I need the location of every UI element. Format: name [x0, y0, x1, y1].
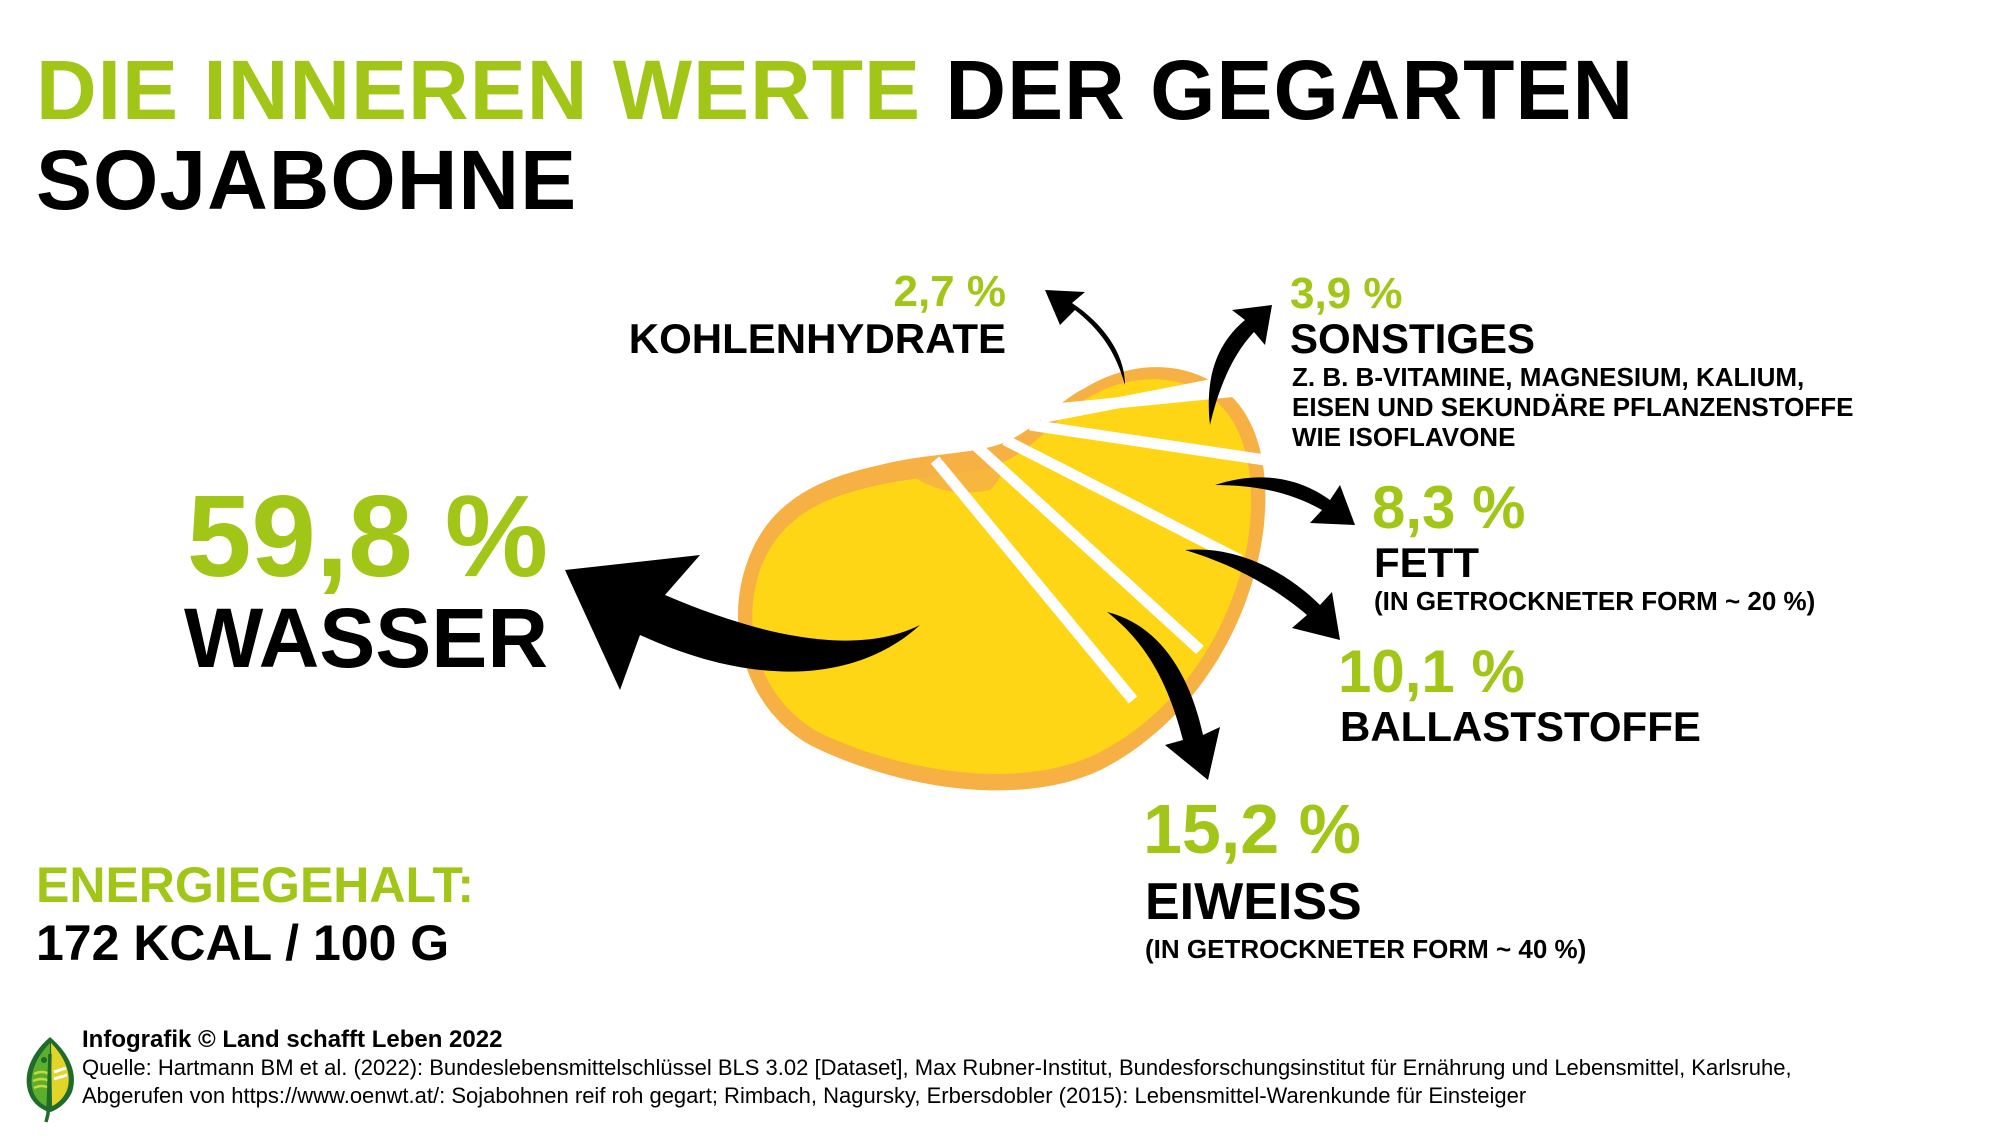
sonstiges-label: SONSTIGES [1290, 315, 1536, 362]
eiweiss-value: 15,2 % [1143, 790, 1361, 868]
title-black-part: DER GEGARTEN [945, 43, 1635, 137]
footer-credit: Infografik © Land schafft Leben 2022 [82, 1026, 503, 1053]
wasser-label: WASSER [183, 591, 548, 685]
kohlenhydrate-label: KOHLENHYDRATE [628, 315, 1006, 362]
wasser-value: 59,8 % [186, 471, 548, 601]
sonstiges-note-2: EISEN UND SEKUNDÄRE PFLANZENSTOFFE [1292, 392, 1854, 422]
kohlenhydrate-value: 2,7 % [893, 267, 1006, 316]
energy-value: 172 KCAL / 100 G [36, 915, 450, 971]
sonstiges-note-3: WIE ISOFLAVONE [1292, 422, 1516, 452]
fett-value: 8,3 % [1372, 474, 1526, 541]
curved-arrow-icon [565, 290, 1355, 780]
segment-cuts [930, 374, 1269, 704]
title-green-part: DIE INNEREN WERTE [36, 43, 922, 137]
page-title: DIE INNEREN WERTE DER GEGARTEN [36, 48, 1634, 132]
page-title-line2: SOJABOHNE [36, 133, 578, 227]
footer-source-line1: Quelle: Hartmann BM et al. (2022): Bunde… [82, 1055, 1792, 1080]
footer-source-line2: Abgerufen von https://www.oenwt.at/: Soj… [82, 1083, 1527, 1108]
fett-label: FETT [1374, 539, 1479, 586]
bean-fill [752, 379, 1252, 774]
ballaststoffe-value: 10,1 % [1338, 638, 1525, 705]
eiweiss-note: (IN GETROCKNETER FORM ~ 40 %) [1145, 934, 1587, 964]
sonstiges-value: 3,9 % [1290, 269, 1403, 318]
energy-label: ENERGIEGEHALT: [36, 857, 474, 913]
eiweiss-label: EIWEISS [1145, 873, 1362, 931]
sonstiges-note-1: Z. B. B-VITAMINE, MAGNESIUM, KALIUM, [1292, 362, 1805, 392]
leaf-logo-icon [26, 1037, 74, 1123]
ballaststoffe-label: BALLASTSTOFFE [1340, 703, 1701, 750]
fett-note: (IN GETROCKNETER FORM ~ 20 %) [1374, 586, 1816, 616]
